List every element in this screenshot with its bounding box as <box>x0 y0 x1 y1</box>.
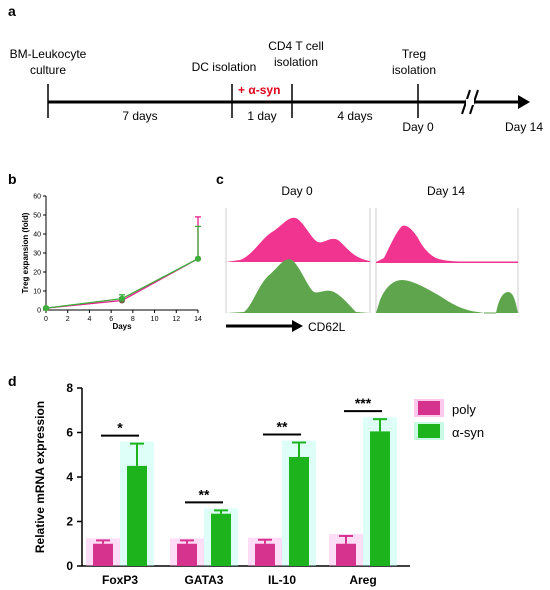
d-bar <box>255 543 275 566</box>
d-bar <box>127 465 147 566</box>
d-marks: ******** <box>86 395 397 566</box>
d-bar <box>370 431 390 566</box>
b-xtick-label: 2 <box>66 316 70 323</box>
d-significance-label: ** <box>277 419 288 435</box>
b-ytick-label: 50 <box>33 213 41 220</box>
cd62l-arrowhead <box>292 320 303 332</box>
timeline-panel: a BM-Leukocyte culture DC isolation CD4 … <box>8 3 543 134</box>
axis-break-gap <box>466 99 474 105</box>
flow-day14-pink <box>376 225 518 263</box>
d-ytick-label: 2 <box>66 515 73 529</box>
b-ytick-label: 0 <box>37 308 41 315</box>
flow-day14-green-peak <box>496 292 518 313</box>
b-ticks: 0 2 4 6 8 10 12 14 0 10 20 30 40 50 60 <box>33 194 202 324</box>
b-point <box>195 255 201 262</box>
d-category-label: FoxP3 <box>102 573 138 587</box>
legend-label-asyn: α-syn <box>452 425 484 440</box>
b-xtick-label: 4 <box>87 316 91 323</box>
step-label-bm-2: culture <box>30 63 66 77</box>
d-bar <box>177 543 197 566</box>
day14-label: Day 14 <box>505 120 543 134</box>
panel-label-c: c <box>216 171 224 187</box>
panel-label-d: d <box>8 373 17 389</box>
b-point <box>119 295 125 302</box>
step-label-treg-1: Treg <box>402 47 426 61</box>
b-xlabel: Days <box>112 322 132 331</box>
d-bar <box>336 543 356 566</box>
d-category-label: IL-10 <box>268 573 296 587</box>
b-ytick-label: 20 <box>33 270 41 277</box>
b-xtick-label: 6 <box>109 316 113 323</box>
b-ylabel: Treg expansion (fold) <box>21 212 30 293</box>
d-significance-label: *** <box>355 395 372 411</box>
panel-label-b: b <box>8 171 17 187</box>
step-label-treg-2: isolation <box>392 63 436 77</box>
b-ytick-label: 10 <box>33 289 41 296</box>
step-label-dc: DC isolation <box>192 60 257 74</box>
d-bar <box>211 513 231 566</box>
b-ytick-label: 30 <box>33 251 41 258</box>
b-xtick-label: 0 <box>44 316 48 323</box>
d-bar <box>93 543 113 566</box>
flow-col2-label: Day 14 <box>427 184 465 198</box>
d-ylabel: Relative mRNA expression <box>33 401 47 553</box>
step-label-bm-1: BM-Leukocyte <box>10 47 87 61</box>
legend-label-poly: poly <box>452 402 476 417</box>
chart-b: b 0 2 4 6 8 10 12 14 0 10 20 30 40 50 60 Days Treg exp… <box>8 171 202 331</box>
interval-4days: 4 days <box>337 109 372 123</box>
b-marks <box>43 216 201 312</box>
step-label-cd4-2: isolation <box>274 55 318 69</box>
step-label-cd4-1: CD4 T cell <box>268 39 324 53</box>
b-xtick-label: 10 <box>151 316 159 323</box>
b-xtick-label: 14 <box>194 316 202 323</box>
b-xtick-label: 12 <box>172 316 180 323</box>
flow-panel: c Day 0 Day 14 CD62L <box>216 171 519 334</box>
d-ytick-label: 4 <box>66 470 73 484</box>
flow-day0-pink <box>226 217 370 262</box>
d-category-label: GATA3 <box>185 573 224 587</box>
interval-7days: 7 days <box>122 109 157 123</box>
d-ytick-label: 8 <box>66 381 73 395</box>
timeline-arrowhead <box>518 95 530 109</box>
d-significance-label: ** <box>199 486 210 502</box>
d-category-label: Areg <box>349 573 376 587</box>
b-ytick-label: 60 <box>33 194 41 201</box>
b-xtick-label: 8 <box>131 316 135 323</box>
asyn-label: + α-syn <box>238 83 280 97</box>
d-ytick-label: 6 <box>66 426 73 440</box>
d-ticks: 0 2 4 6 8 FoxP3 GATA3 IL-10 Areg <box>66 381 376 587</box>
flow-col1-label: Day 0 <box>281 184 313 198</box>
cd62l-label: CD62L <box>308 320 346 334</box>
d-bar <box>289 456 309 566</box>
flow-day0-green <box>226 259 370 313</box>
panel-label-a: a <box>8 3 16 19</box>
legend-swatch-asyn <box>418 424 440 438</box>
day0-label: Day 0 <box>402 120 434 134</box>
interval-1day: 1 day <box>247 109 276 123</box>
flow-day14-green-main <box>376 280 484 313</box>
legend-swatch-poly <box>418 401 440 415</box>
d-significance-label: * <box>117 420 123 436</box>
d-legend: poly α-syn <box>414 399 484 440</box>
b-ytick-label: 40 <box>33 232 41 239</box>
d-ytick-label: 0 <box>66 559 73 573</box>
b-point <box>43 305 49 312</box>
